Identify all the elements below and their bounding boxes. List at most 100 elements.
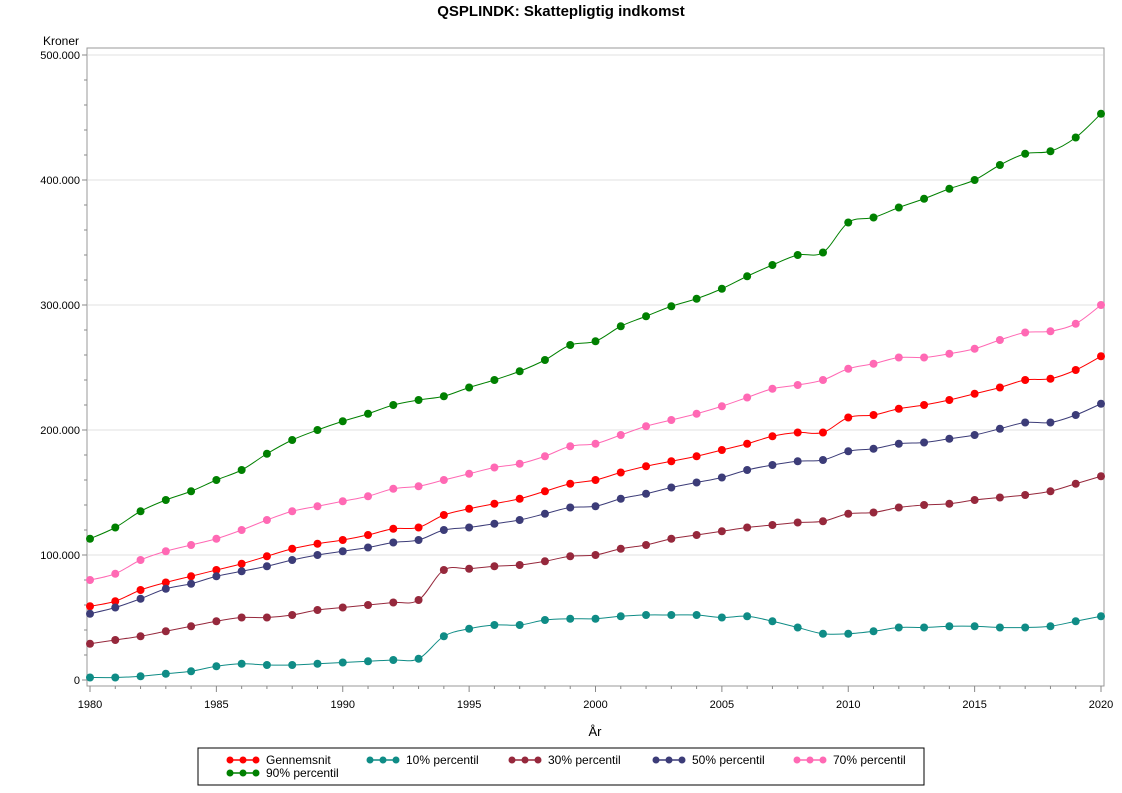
data-point	[894, 353, 903, 362]
data-point	[515, 459, 524, 468]
data-point	[1071, 617, 1080, 626]
data-point	[540, 487, 549, 496]
data-point	[262, 613, 271, 622]
data-point	[743, 612, 752, 621]
data-point	[111, 673, 120, 682]
data-point	[364, 531, 373, 539]
data-point	[161, 669, 170, 678]
data-point	[490, 376, 499, 384]
data-point	[136, 586, 145, 594]
data-point	[1097, 472, 1105, 481]
y-tick-label: 0	[74, 675, 80, 687]
data-point	[1097, 612, 1105, 621]
data-point	[970, 344, 979, 353]
data-point	[465, 523, 474, 532]
data-point	[364, 657, 373, 666]
data-point	[717, 473, 726, 482]
data-point	[136, 632, 145, 641]
data-point	[212, 566, 221, 574]
data-point	[591, 502, 600, 511]
data-point	[237, 567, 246, 576]
data-point	[995, 623, 1004, 632]
data-point	[844, 629, 853, 638]
plot-frame	[86, 47, 1105, 687]
data-point	[591, 551, 600, 559]
data-point	[642, 541, 651, 549]
data-point	[717, 284, 726, 293]
data-point	[894, 404, 903, 413]
data-point	[1071, 411, 1080, 419]
legend-marker	[392, 756, 400, 764]
data-point	[793, 428, 802, 437]
data-point	[869, 411, 878, 419]
data-point	[262, 449, 271, 458]
legend-label: 30% percentil	[548, 753, 621, 767]
data-point	[717, 402, 726, 411]
legend-item: 90% percentil	[226, 766, 339, 780]
data-point	[111, 597, 120, 606]
data-point	[313, 659, 322, 668]
data-point	[439, 511, 448, 519]
data-point	[1021, 491, 1030, 499]
data-point	[667, 483, 676, 492]
data-point	[818, 376, 827, 384]
legend-label: 50% percentil	[692, 753, 765, 767]
data-point	[86, 534, 94, 543]
data-point	[237, 659, 246, 668]
data-point	[288, 661, 297, 669]
data-point	[566, 552, 575, 561]
data-point	[364, 492, 373, 501]
data-point	[237, 613, 246, 622]
data-point	[1046, 622, 1055, 631]
y-tick-label: 500.000	[40, 50, 80, 62]
data-point	[692, 294, 701, 303]
data-point	[465, 564, 474, 573]
data-point	[869, 508, 878, 517]
data-point	[136, 507, 145, 516]
data-point	[1097, 352, 1105, 361]
data-point	[945, 434, 954, 443]
data-point	[161, 584, 170, 593]
legend-marker	[678, 756, 686, 764]
legend-marker	[819, 756, 827, 764]
legend-marker	[806, 756, 814, 764]
data-point	[490, 519, 499, 528]
data-point	[288, 544, 297, 553]
data-point	[717, 613, 726, 622]
data-point	[540, 509, 549, 518]
data-point	[1021, 328, 1030, 337]
legend-item: 10% percentil	[366, 753, 479, 767]
data-point	[212, 476, 221, 484]
data-point	[920, 623, 929, 632]
data-point	[945, 349, 954, 358]
data-point	[667, 611, 676, 619]
data-point	[642, 462, 651, 471]
data-point	[338, 603, 347, 612]
axes: 0 100.000 200.000 300.000 400.000 500.000 1980…	[40, 50, 1113, 711]
data-point	[945, 499, 954, 508]
data-point	[894, 439, 903, 448]
data-point	[288, 556, 297, 564]
legend-item: 50% percentil	[652, 753, 765, 767]
data-point	[414, 482, 423, 491]
legend-marker	[366, 756, 374, 764]
series-90-percentil	[86, 109, 1105, 543]
data-point	[187, 572, 196, 581]
series-10-percentil	[86, 611, 1105, 682]
data-point	[818, 428, 827, 437]
data-point	[515, 367, 524, 376]
data-point	[338, 417, 347, 426]
data-point	[793, 381, 802, 389]
data-point	[389, 538, 398, 547]
data-point	[439, 392, 448, 401]
series-70-percentil	[86, 301, 1105, 584]
data-point	[945, 622, 954, 631]
data-point	[389, 524, 398, 533]
data-point	[212, 534, 221, 543]
data-point	[945, 184, 954, 193]
data-point	[1046, 487, 1055, 496]
data-point	[920, 438, 929, 447]
data-point	[465, 624, 474, 633]
x-tick-label: 1990	[331, 699, 355, 711]
x-tick-label: 2005	[710, 699, 734, 711]
